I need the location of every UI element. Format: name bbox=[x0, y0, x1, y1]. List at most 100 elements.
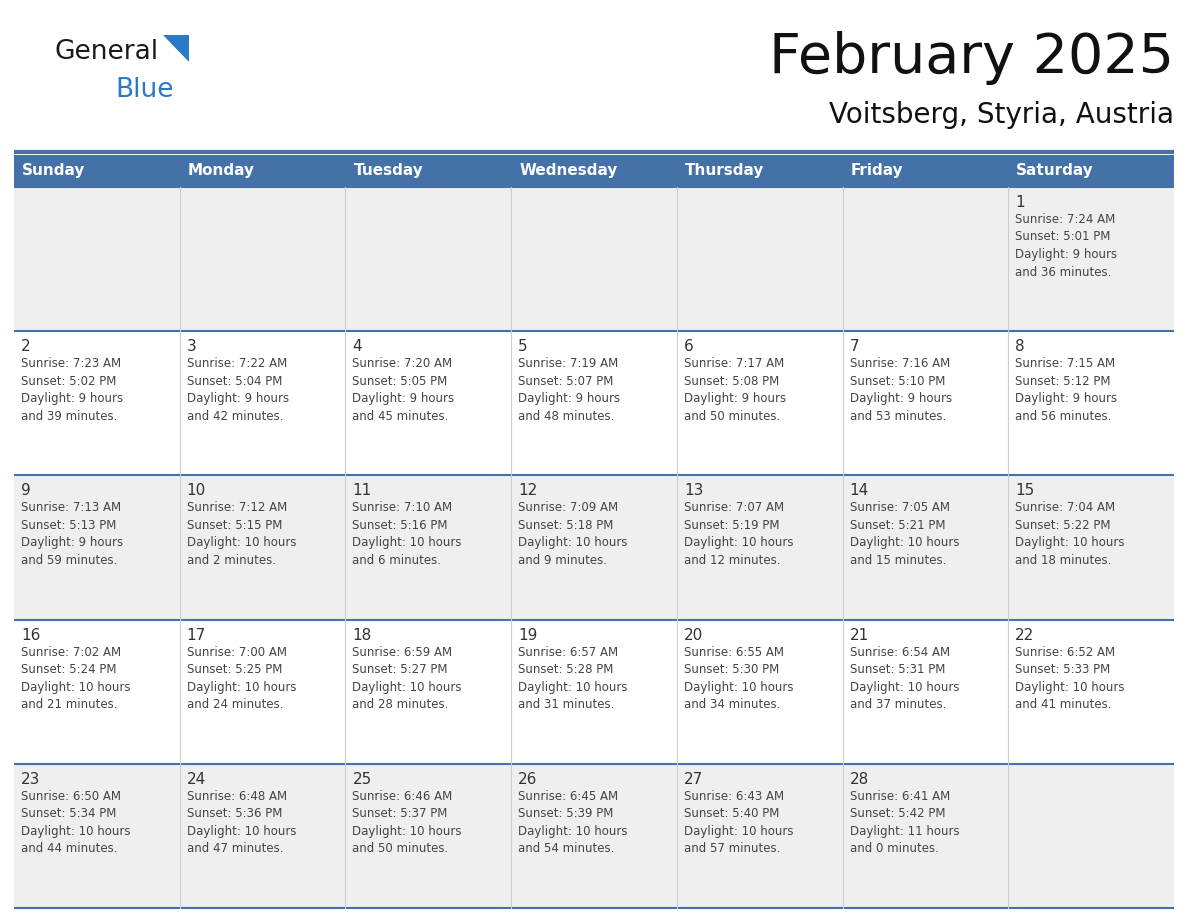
Text: 18: 18 bbox=[353, 628, 372, 643]
Text: February 2025: February 2025 bbox=[769, 31, 1174, 85]
Text: 7: 7 bbox=[849, 339, 859, 354]
Text: 19: 19 bbox=[518, 628, 537, 643]
Text: 21: 21 bbox=[849, 628, 868, 643]
Bar bbox=[842, 620, 1009, 764]
Text: Sunrise: 7:24 AM
Sunset: 5:01 PM
Daylight: 9 hours
and 36 minutes.: Sunrise: 7:24 AM Sunset: 5:01 PM Dayligh… bbox=[1016, 213, 1118, 278]
Text: 10: 10 bbox=[187, 484, 206, 498]
Text: 22: 22 bbox=[1016, 628, 1035, 643]
Bar bbox=[179, 620, 346, 764]
Bar bbox=[842, 331, 1009, 476]
Bar bbox=[842, 187, 1009, 331]
Bar bbox=[179, 187, 346, 331]
Bar bbox=[511, 476, 677, 620]
Text: 8: 8 bbox=[1016, 339, 1025, 354]
Bar bbox=[346, 331, 511, 476]
Text: Sunrise: 6:41 AM
Sunset: 5:42 PM
Daylight: 11 hours
and 0 minutes.: Sunrise: 6:41 AM Sunset: 5:42 PM Dayligh… bbox=[849, 789, 959, 856]
Text: 2: 2 bbox=[21, 339, 31, 354]
Text: Sunrise: 7:02 AM
Sunset: 5:24 PM
Daylight: 10 hours
and 21 minutes.: Sunrise: 7:02 AM Sunset: 5:24 PM Dayligh… bbox=[21, 645, 131, 711]
Text: Sunrise: 7:12 AM
Sunset: 5:15 PM
Daylight: 10 hours
and 2 minutes.: Sunrise: 7:12 AM Sunset: 5:15 PM Dayligh… bbox=[187, 501, 296, 567]
Text: Sunrise: 7:05 AM
Sunset: 5:21 PM
Daylight: 10 hours
and 15 minutes.: Sunrise: 7:05 AM Sunset: 5:21 PM Dayligh… bbox=[849, 501, 959, 567]
Text: Sunrise: 7:22 AM
Sunset: 5:04 PM
Daylight: 9 hours
and 42 minutes.: Sunrise: 7:22 AM Sunset: 5:04 PM Dayligh… bbox=[187, 357, 289, 422]
Text: 23: 23 bbox=[21, 772, 40, 787]
Text: Sunrise: 6:50 AM
Sunset: 5:34 PM
Daylight: 10 hours
and 44 minutes.: Sunrise: 6:50 AM Sunset: 5:34 PM Dayligh… bbox=[21, 789, 131, 856]
Text: Voitsberg, Styria, Austria: Voitsberg, Styria, Austria bbox=[829, 101, 1174, 129]
Bar bbox=[677, 331, 842, 476]
Text: 12: 12 bbox=[518, 484, 537, 498]
Text: 13: 13 bbox=[684, 484, 703, 498]
Bar bbox=[511, 764, 677, 908]
Text: Sunday: Sunday bbox=[23, 163, 86, 178]
Text: Sunrise: 6:54 AM
Sunset: 5:31 PM
Daylight: 10 hours
and 37 minutes.: Sunrise: 6:54 AM Sunset: 5:31 PM Dayligh… bbox=[849, 645, 959, 711]
Bar bbox=[511, 187, 677, 331]
Bar bbox=[677, 764, 842, 908]
Text: 3: 3 bbox=[187, 339, 196, 354]
Bar bbox=[1009, 331, 1174, 476]
Text: Tuesday: Tuesday bbox=[353, 163, 423, 178]
Text: Sunrise: 6:59 AM
Sunset: 5:27 PM
Daylight: 10 hours
and 28 minutes.: Sunrise: 6:59 AM Sunset: 5:27 PM Dayligh… bbox=[353, 645, 462, 711]
Bar bbox=[1009, 187, 1174, 331]
Text: 25: 25 bbox=[353, 772, 372, 787]
Text: Wednesday: Wednesday bbox=[519, 163, 618, 178]
Bar bbox=[1009, 476, 1174, 620]
Text: Sunrise: 6:46 AM
Sunset: 5:37 PM
Daylight: 10 hours
and 50 minutes.: Sunrise: 6:46 AM Sunset: 5:37 PM Dayligh… bbox=[353, 789, 462, 856]
Text: 11: 11 bbox=[353, 484, 372, 498]
Text: Sunrise: 7:09 AM
Sunset: 5:18 PM
Daylight: 10 hours
and 9 minutes.: Sunrise: 7:09 AM Sunset: 5:18 PM Dayligh… bbox=[518, 501, 627, 567]
Text: Sunrise: 7:17 AM
Sunset: 5:08 PM
Daylight: 9 hours
and 50 minutes.: Sunrise: 7:17 AM Sunset: 5:08 PM Dayligh… bbox=[684, 357, 786, 422]
Bar bbox=[14, 155, 179, 187]
Text: Sunrise: 7:13 AM
Sunset: 5:13 PM
Daylight: 9 hours
and 59 minutes.: Sunrise: 7:13 AM Sunset: 5:13 PM Dayligh… bbox=[21, 501, 124, 567]
Bar bbox=[511, 155, 677, 187]
Bar bbox=[511, 620, 677, 764]
Bar bbox=[14, 764, 179, 908]
Bar bbox=[677, 620, 842, 764]
Text: 15: 15 bbox=[1016, 484, 1035, 498]
Bar bbox=[346, 476, 511, 620]
Bar bbox=[14, 620, 179, 764]
Bar bbox=[179, 331, 346, 476]
Bar bbox=[511, 331, 677, 476]
Text: Sunrise: 7:16 AM
Sunset: 5:10 PM
Daylight: 9 hours
and 53 minutes.: Sunrise: 7:16 AM Sunset: 5:10 PM Dayligh… bbox=[849, 357, 952, 422]
Text: Sunrise: 7:15 AM
Sunset: 5:12 PM
Daylight: 9 hours
and 56 minutes.: Sunrise: 7:15 AM Sunset: 5:12 PM Dayligh… bbox=[1016, 357, 1118, 422]
Text: 9: 9 bbox=[21, 484, 31, 498]
Text: 24: 24 bbox=[187, 772, 206, 787]
Polygon shape bbox=[163, 35, 189, 62]
Text: 17: 17 bbox=[187, 628, 206, 643]
Bar bbox=[842, 764, 1009, 908]
Text: Sunrise: 7:19 AM
Sunset: 5:07 PM
Daylight: 9 hours
and 48 minutes.: Sunrise: 7:19 AM Sunset: 5:07 PM Dayligh… bbox=[518, 357, 620, 422]
Text: Sunrise: 6:48 AM
Sunset: 5:36 PM
Daylight: 10 hours
and 47 minutes.: Sunrise: 6:48 AM Sunset: 5:36 PM Dayligh… bbox=[187, 789, 296, 856]
Bar bbox=[842, 476, 1009, 620]
Text: 27: 27 bbox=[684, 772, 703, 787]
Bar bbox=[1009, 764, 1174, 908]
Bar bbox=[179, 476, 346, 620]
Text: Sunrise: 7:07 AM
Sunset: 5:19 PM
Daylight: 10 hours
and 12 minutes.: Sunrise: 7:07 AM Sunset: 5:19 PM Dayligh… bbox=[684, 501, 794, 567]
Bar bbox=[677, 476, 842, 620]
Bar bbox=[346, 155, 511, 187]
Bar bbox=[677, 187, 842, 331]
Text: Sunrise: 7:23 AM
Sunset: 5:02 PM
Daylight: 9 hours
and 39 minutes.: Sunrise: 7:23 AM Sunset: 5:02 PM Dayligh… bbox=[21, 357, 124, 422]
Text: Sunrise: 6:45 AM
Sunset: 5:39 PM
Daylight: 10 hours
and 54 minutes.: Sunrise: 6:45 AM Sunset: 5:39 PM Dayligh… bbox=[518, 789, 627, 856]
Text: 6: 6 bbox=[684, 339, 694, 354]
Bar bbox=[346, 620, 511, 764]
Text: Monday: Monday bbox=[188, 163, 254, 178]
Text: 28: 28 bbox=[849, 772, 868, 787]
Text: 14: 14 bbox=[849, 484, 868, 498]
Bar bbox=[346, 187, 511, 331]
Bar bbox=[179, 155, 346, 187]
Text: Friday: Friday bbox=[851, 163, 903, 178]
Text: Sunrise: 7:00 AM
Sunset: 5:25 PM
Daylight: 10 hours
and 24 minutes.: Sunrise: 7:00 AM Sunset: 5:25 PM Dayligh… bbox=[187, 645, 296, 711]
Bar bbox=[14, 476, 179, 620]
Text: 16: 16 bbox=[21, 628, 40, 643]
Text: Blue: Blue bbox=[115, 77, 173, 103]
Bar bbox=[677, 155, 842, 187]
Text: Sunrise: 6:52 AM
Sunset: 5:33 PM
Daylight: 10 hours
and 41 minutes.: Sunrise: 6:52 AM Sunset: 5:33 PM Dayligh… bbox=[1016, 645, 1125, 711]
Text: Sunrise: 6:43 AM
Sunset: 5:40 PM
Daylight: 10 hours
and 57 minutes.: Sunrise: 6:43 AM Sunset: 5:40 PM Dayligh… bbox=[684, 789, 794, 856]
Bar bbox=[346, 764, 511, 908]
Bar bbox=[842, 155, 1009, 187]
Text: 5: 5 bbox=[518, 339, 527, 354]
Text: Thursday: Thursday bbox=[684, 163, 764, 178]
Bar bbox=[14, 331, 179, 476]
Text: 1: 1 bbox=[1016, 195, 1025, 210]
Text: 26: 26 bbox=[518, 772, 537, 787]
Text: Sunrise: 7:20 AM
Sunset: 5:05 PM
Daylight: 9 hours
and 45 minutes.: Sunrise: 7:20 AM Sunset: 5:05 PM Dayligh… bbox=[353, 357, 455, 422]
Text: General: General bbox=[55, 39, 159, 65]
Text: Sunrise: 6:57 AM
Sunset: 5:28 PM
Daylight: 10 hours
and 31 minutes.: Sunrise: 6:57 AM Sunset: 5:28 PM Dayligh… bbox=[518, 645, 627, 711]
